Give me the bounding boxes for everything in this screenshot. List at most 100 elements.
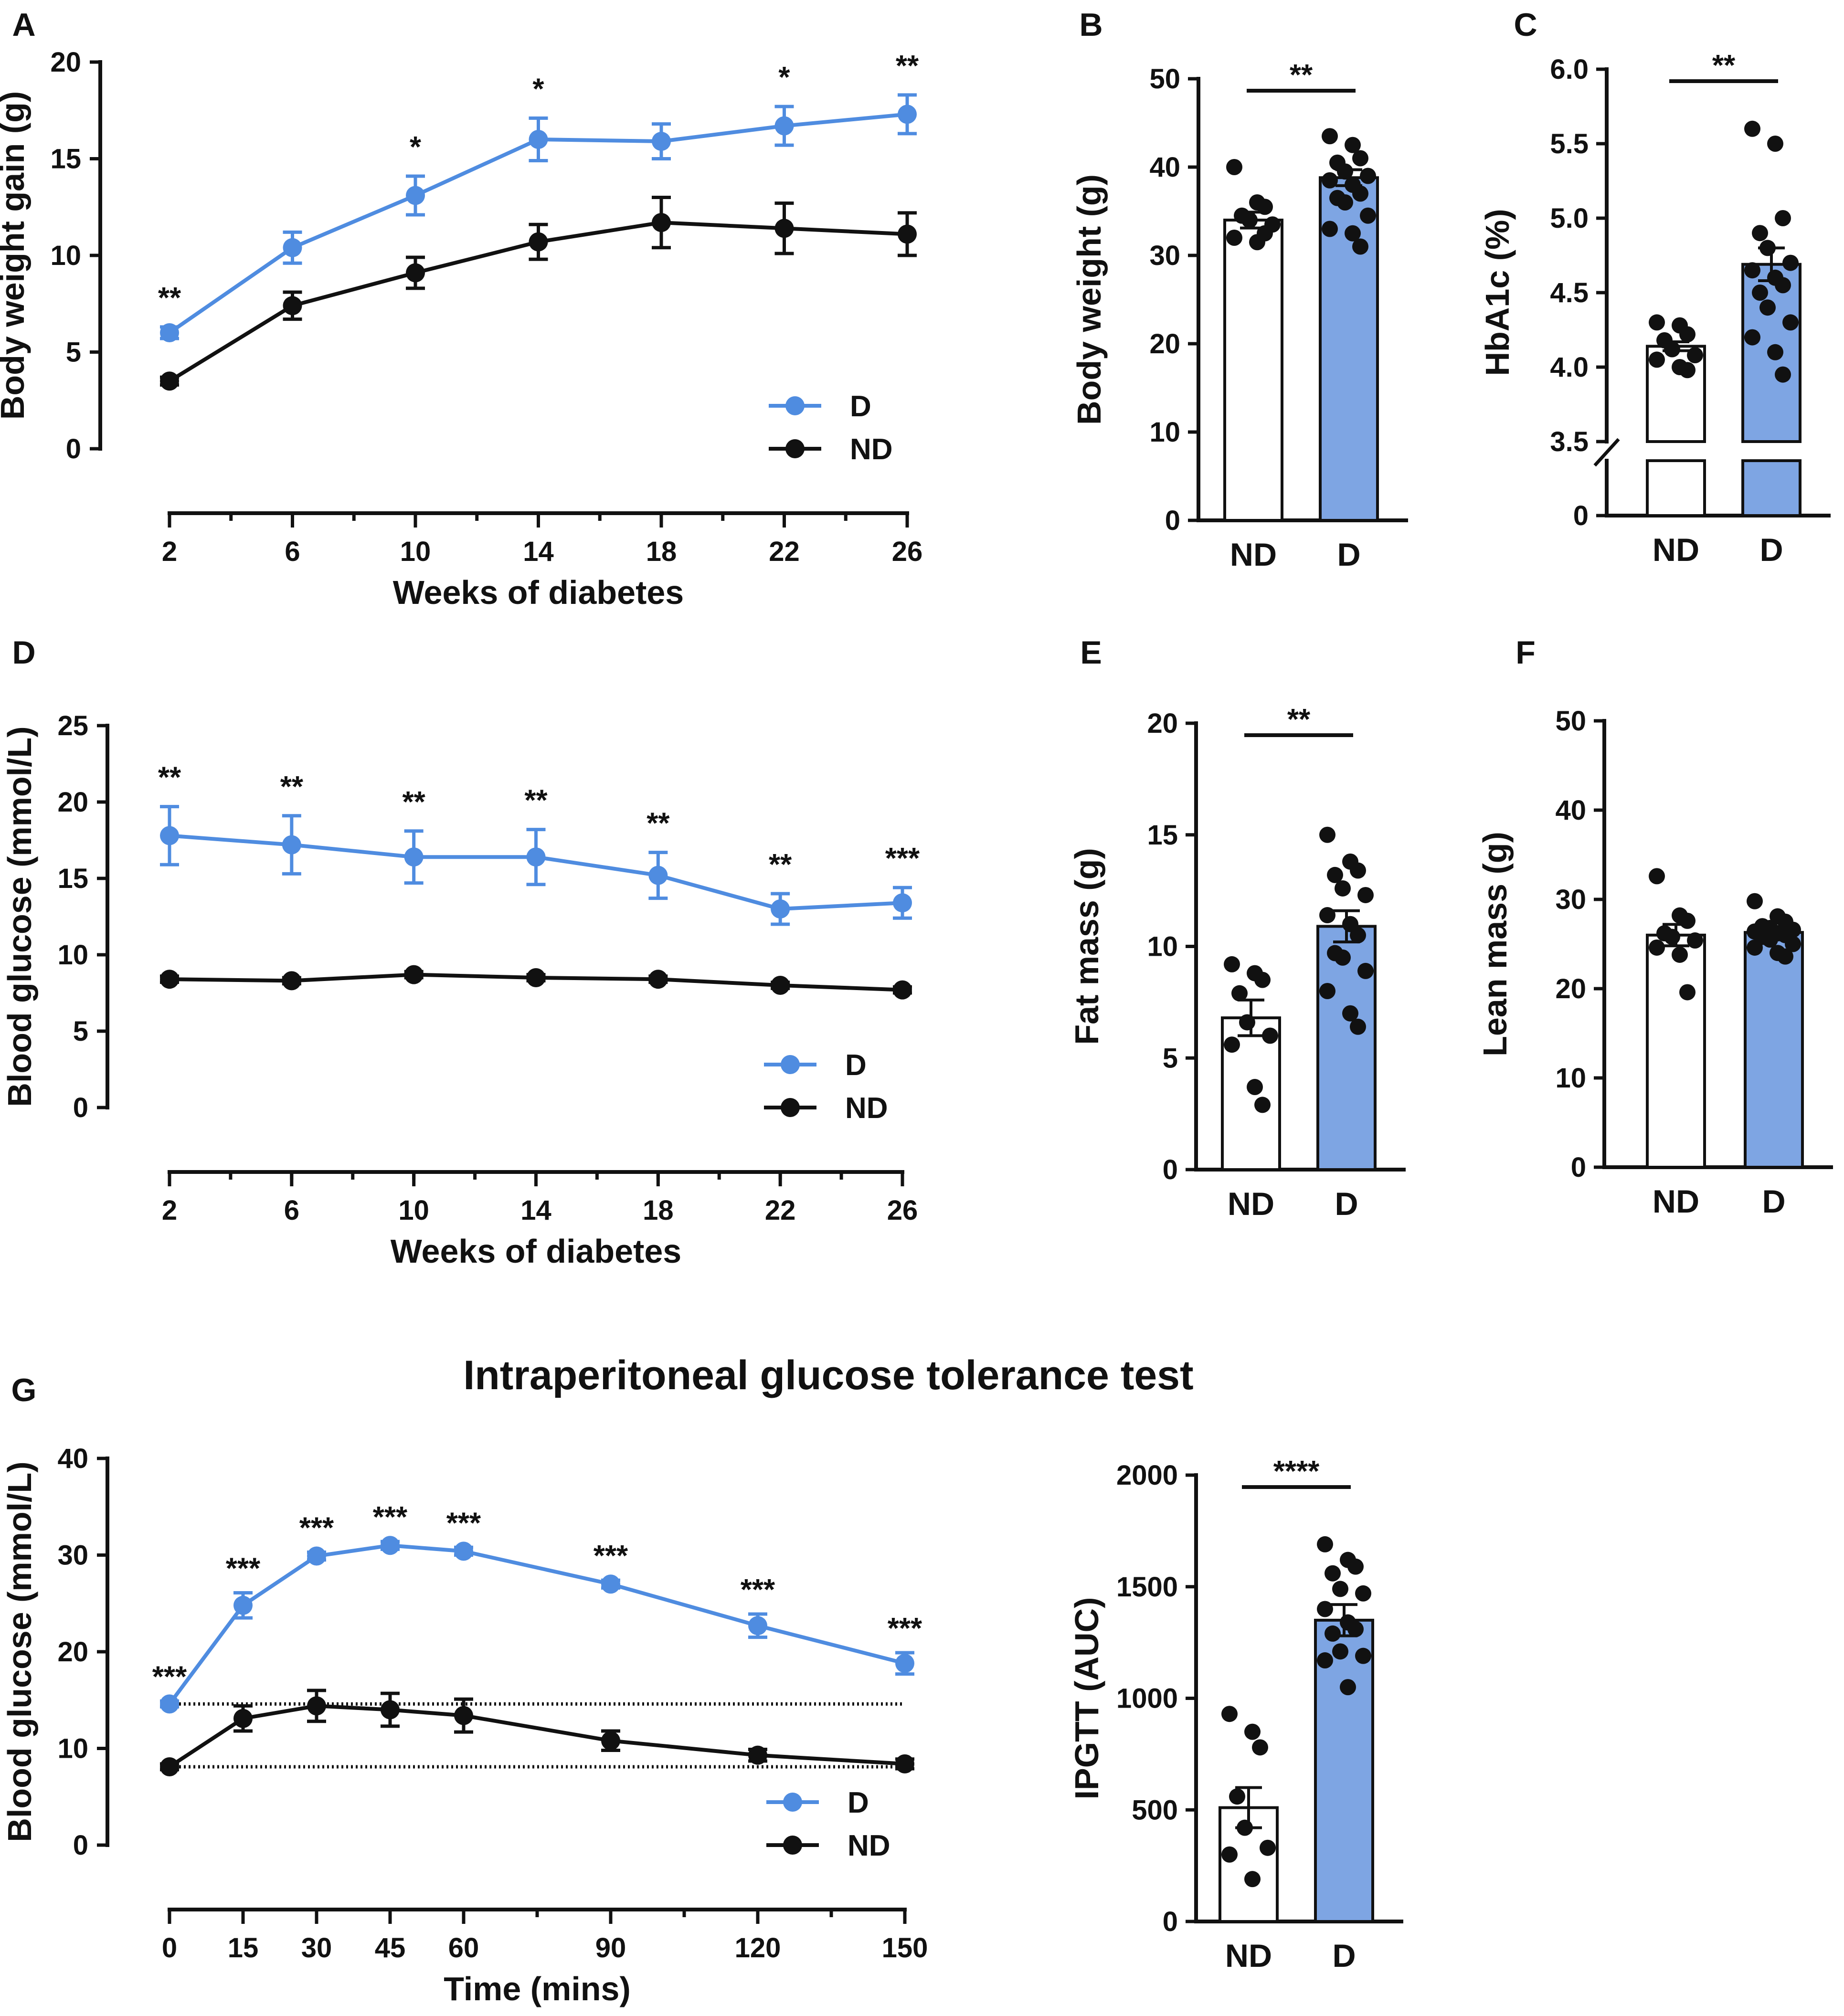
- series-line-D: [168, 1543, 905, 1705]
- data-dot-D: [1767, 344, 1783, 360]
- data-dot-ND: [1664, 341, 1680, 358]
- data-dot-D: [1317, 1536, 1333, 1552]
- y-tick-label: 4.0: [1550, 352, 1589, 383]
- data-dot-ND: [1649, 868, 1665, 885]
- significance-label: ****: [1273, 1455, 1320, 1488]
- y-tick-label: 20: [1149, 328, 1180, 359]
- data-dot-ND: [1244, 1723, 1261, 1740]
- data-point-D: [406, 186, 425, 205]
- significance-label: **: [1290, 59, 1313, 92]
- data-point-ND: [160, 970, 179, 989]
- chart-title: Intraperitoneal glucose tolerance test: [463, 1352, 1193, 1398]
- significance-label: **: [280, 771, 304, 803]
- y-tick-label: 5: [66, 337, 81, 368]
- y-tick-label: 0: [1165, 505, 1180, 536]
- data-point-D: [282, 835, 301, 855]
- data-dot-ND: [1672, 946, 1688, 963]
- data-dot-D: [1744, 120, 1760, 137]
- data-dot-D: [1762, 931, 1778, 948]
- significance-label: **: [158, 282, 181, 315]
- y-tick-label: 30: [1149, 240, 1180, 271]
- data-dot-D: [1332, 1581, 1348, 1597]
- data-dot-D: [1317, 1601, 1333, 1617]
- y-tick-label: 40: [1149, 152, 1180, 183]
- legend-label: D: [850, 390, 871, 423]
- data-dot-D: [1355, 1647, 1371, 1664]
- data-dot-D: [1777, 948, 1793, 965]
- y-axis-label: Blood glucose (mmol/L): [1, 1461, 38, 1842]
- legend-label: ND: [848, 1829, 890, 1862]
- y-tick-label: 5.5: [1550, 128, 1589, 159]
- data-dot-ND: [1241, 212, 1258, 228]
- data-dot-D: [1744, 329, 1760, 346]
- data-point-ND: [454, 1706, 473, 1725]
- significance-label: ***: [373, 1501, 408, 1534]
- data-point-D: [381, 1536, 400, 1555]
- panel-letter: C: [1514, 7, 1537, 43]
- data-dot-ND: [1254, 971, 1271, 988]
- y-tick-label: 30: [1555, 884, 1586, 915]
- data-dot-D: [1352, 150, 1368, 167]
- data-point-ND: [648, 970, 668, 989]
- data-dot-ND: [1679, 326, 1696, 343]
- significance-label: **: [403, 786, 426, 819]
- y-tick-label: 3.5: [1550, 426, 1589, 457]
- data-dot-D: [1340, 1679, 1356, 1696]
- significance-label: **: [896, 50, 919, 83]
- legend-label: ND: [850, 433, 893, 466]
- data-dot-D: [1319, 826, 1335, 843]
- y-tick-label: 40: [1555, 795, 1586, 826]
- y-axis-label: Fat mass (g): [1068, 848, 1105, 1045]
- data-point-D: [307, 1546, 326, 1566]
- data-dot-D: [1775, 210, 1791, 226]
- y-tick-label: 5.0: [1550, 203, 1589, 234]
- x-tick-label: 14: [520, 1195, 551, 1226]
- panel-letter: B: [1079, 7, 1102, 43]
- panel-letter: E: [1080, 634, 1102, 671]
- legend-marker: [783, 1836, 802, 1855]
- y-tick-label: 10: [57, 1733, 88, 1764]
- y-tick-label: 30: [57, 1540, 88, 1571]
- x-tick-label: 26: [887, 1195, 918, 1226]
- data-dot-D: [1337, 194, 1353, 211]
- data-dot-D: [1782, 314, 1799, 331]
- y-axis-label: Body weight (g): [1070, 174, 1108, 425]
- data-point-D: [529, 130, 548, 149]
- data-dot-D: [1332, 1643, 1348, 1660]
- data-point-ND: [526, 968, 546, 987]
- data-point-D: [454, 1541, 473, 1561]
- x-tick-label: 60: [448, 1932, 479, 1963]
- x-tick-label: D: [1759, 532, 1783, 568]
- y-axis-label: HbA1c (%): [1479, 209, 1516, 376]
- x-tick-label: 14: [523, 536, 554, 567]
- significance-label: **: [646, 807, 670, 840]
- data-dot-D: [1782, 254, 1799, 271]
- y-tick-label: 10: [57, 939, 88, 971]
- x-axis-label: Weeks of diabetes: [393, 574, 684, 611]
- y-tick-label: 0: [1163, 1906, 1178, 1937]
- data-dot-ND: [1649, 939, 1665, 956]
- data-dot-D: [1342, 1005, 1358, 1022]
- data-point-ND: [160, 371, 179, 391]
- y-axis-label: Lean mass (g): [1476, 832, 1514, 1056]
- data-dot-ND: [1687, 932, 1703, 949]
- data-point-ND: [895, 1754, 914, 1773]
- data-dot-D: [1355, 1585, 1371, 1602]
- x-tick-label: ND: [1228, 1186, 1274, 1222]
- significance-label: ***: [741, 1573, 775, 1606]
- y-tick-label: 20: [57, 1636, 88, 1668]
- data-point-ND: [748, 1745, 767, 1765]
- significance-label: *: [532, 73, 544, 106]
- significance-label: **: [158, 761, 181, 794]
- y-tick-label: 20: [57, 787, 88, 818]
- x-tick-label: 6: [284, 1195, 299, 1226]
- data-point-ND: [233, 1709, 253, 1728]
- y-tick-label: 2000: [1116, 1460, 1178, 1491]
- data-dot-D: [1319, 907, 1335, 924]
- data-dot-D: [1350, 1018, 1366, 1035]
- y-tick-label: 6.0: [1550, 54, 1589, 85]
- significance-label: ***: [299, 1511, 334, 1544]
- x-tick-label: ND: [1225, 1938, 1272, 1974]
- x-tick-label: D: [1337, 537, 1360, 573]
- data-point-D: [648, 866, 668, 885]
